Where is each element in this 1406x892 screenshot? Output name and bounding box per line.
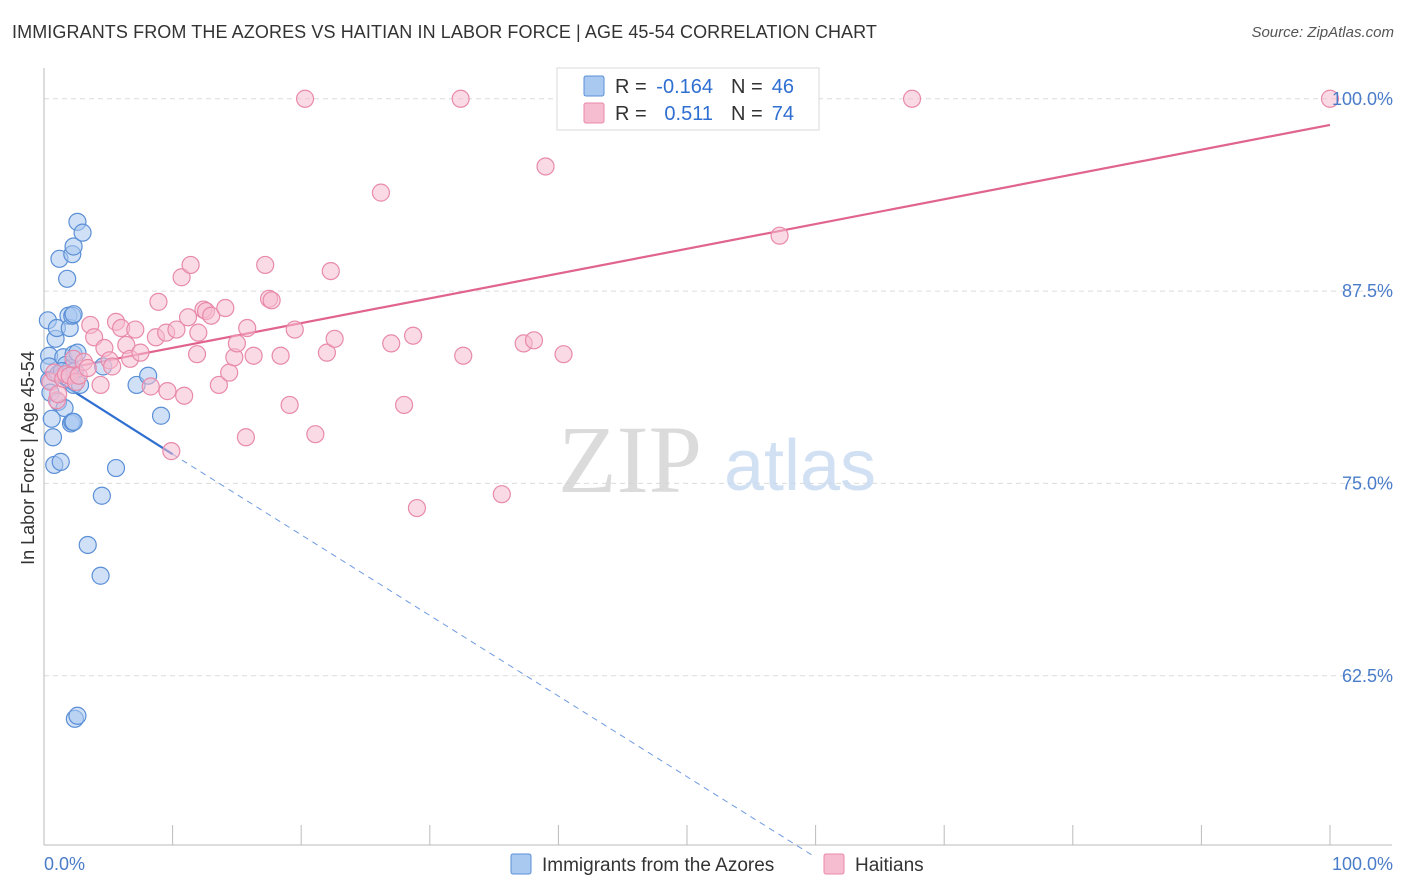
point-azores-35 — [68, 706, 87, 725]
point-haitians-26 — [149, 292, 168, 311]
stats-swatch-haitians — [583, 102, 605, 124]
point-haitians-60 — [382, 334, 401, 353]
point-azores-38 — [78, 535, 97, 555]
point-haitians-47 — [244, 346, 263, 365]
point-haitians-44 — [227, 334, 246, 353]
point-haitians-56 — [317, 343, 337, 362]
y-tick-label-3: 100.0% — [1332, 89, 1393, 109]
stats-n-label-haitians: N = — [731, 103, 763, 125]
stats-n-value-haitians: 74 — [772, 103, 794, 125]
tick-labels: 62.5% 75.0% 87.5% 100.0% 0.0% 100.0% — [44, 89, 1393, 874]
point-azores-5 — [42, 409, 61, 428]
legend-swatch-haitians — [823, 853, 845, 875]
data-points — [38, 89, 1340, 728]
point-haitians-24 — [141, 377, 160, 396]
axes — [43, 68, 1392, 846]
trend-line-extension-azores — [172, 453, 816, 858]
watermark-zip: ZIP — [558, 406, 702, 513]
point-haitians-59 — [371, 183, 391, 202]
point-haitians-32 — [175, 386, 194, 405]
stats-n-value-azores: 46 — [772, 76, 794, 98]
point-haitians-57 — [321, 261, 340, 281]
point-haitians-50 — [262, 291, 281, 310]
point-haitians-23 — [131, 343, 150, 362]
legend-label-haitians: Haitians — [855, 855, 924, 876]
point-haitians-61 — [394, 395, 414, 415]
x-tick-label-0: 0.0% — [44, 854, 85, 874]
point-haitians-42 — [220, 363, 239, 382]
point-haitians-40 — [209, 375, 228, 395]
point-azores-27 — [64, 412, 83, 431]
point-haitians-46 — [238, 318, 257, 338]
point-azores-13 — [51, 452, 70, 471]
y-tick-label-2: 87.5% — [1342, 281, 1393, 301]
point-haitians-68 — [524, 331, 544, 350]
point-haitians-28 — [158, 382, 177, 401]
point-haitians-72 — [902, 89, 922, 108]
stats-n-label-azores: N = — [731, 76, 763, 98]
series-legend: Immigrants from the Azores Haitians — [510, 853, 924, 876]
point-haitians-54 — [295, 89, 315, 108]
point-haitians-41 — [216, 298, 235, 318]
point-haitians-69 — [536, 157, 555, 176]
point-haitians-14 — [91, 375, 110, 395]
point-haitians-64 — [451, 89, 470, 108]
chart-title: IMMIGRANTS FROM THE AZORES VS HAITIAN IN… — [12, 22, 878, 42]
point-haitians-45 — [236, 428, 256, 447]
point-azores-6 — [43, 428, 63, 447]
stats-r-value-haitians: 0.511 — [664, 103, 713, 125]
point-haitians-58 — [325, 329, 344, 348]
point-haitians-62 — [403, 326, 423, 345]
point-azores-37 — [73, 223, 92, 242]
stats-r-label-haitians: R = — [615, 103, 647, 125]
point-haitians-31 — [172, 268, 191, 287]
stats-legend: R = -0.164 N = 46 R = 0.511 N = 74 — [556, 67, 820, 131]
point-azores-17 — [58, 269, 77, 288]
legend-swatch-azores — [510, 853, 532, 875]
point-haitians-73 — [1320, 89, 1340, 108]
y-axis-title: In Labor Force | Age 45-54 — [18, 351, 38, 565]
point-haitians-65 — [454, 346, 473, 365]
point-haitians-3 — [49, 385, 68, 404]
point-haitians-22 — [126, 320, 145, 339]
point-haitians-52 — [280, 395, 299, 415]
point-haitians-11 — [78, 358, 97, 378]
point-azores-40 — [92, 486, 111, 505]
point-haitians-51 — [271, 346, 290, 365]
point-haitians-30 — [167, 320, 186, 339]
chart-source: Source: ZipAtlas.com — [1251, 24, 1394, 41]
point-haitians-63 — [407, 498, 427, 518]
point-azores-39 — [91, 566, 110, 585]
point-haitians-53 — [285, 320, 304, 339]
stats-r-label-azores: R = — [615, 76, 647, 98]
x-tick-label-1: 100.0% — [1332, 854, 1393, 874]
point-haitians-17 — [103, 357, 122, 376]
stats-r-value-azores: -0.164 — [656, 76, 713, 98]
point-haitians-70 — [554, 345, 573, 364]
point-haitians-48 — [256, 255, 275, 275]
point-haitians-66 — [492, 485, 511, 504]
gridlines — [44, 98, 1392, 677]
point-haitians-35 — [187, 345, 207, 364]
point-haitians-33 — [178, 308, 198, 327]
point-haitians-29 — [162, 442, 181, 461]
y-tick-label-0: 62.5% — [1342, 666, 1393, 686]
watermark: ZIP atlas — [558, 406, 876, 513]
point-azores-22 — [64, 305, 83, 324]
y-tick-label-1: 75.0% — [1342, 473, 1393, 493]
point-haitians-36 — [189, 323, 208, 342]
point-azores-29 — [64, 237, 83, 256]
point-azores-45 — [151, 406, 171, 425]
point-haitians-39 — [202, 306, 221, 325]
point-haitians-34 — [181, 255, 200, 275]
point-haitians-55 — [306, 425, 325, 444]
watermark-atlas: atlas — [724, 426, 876, 506]
point-haitians-71 — [770, 226, 789, 245]
trend-line-haitians — [43, 123, 1331, 374]
legend-label-azores: Immigrants from the Azores — [542, 855, 774, 876]
point-azores-42 — [106, 458, 126, 478]
stats-swatch-azores — [583, 75, 605, 97]
